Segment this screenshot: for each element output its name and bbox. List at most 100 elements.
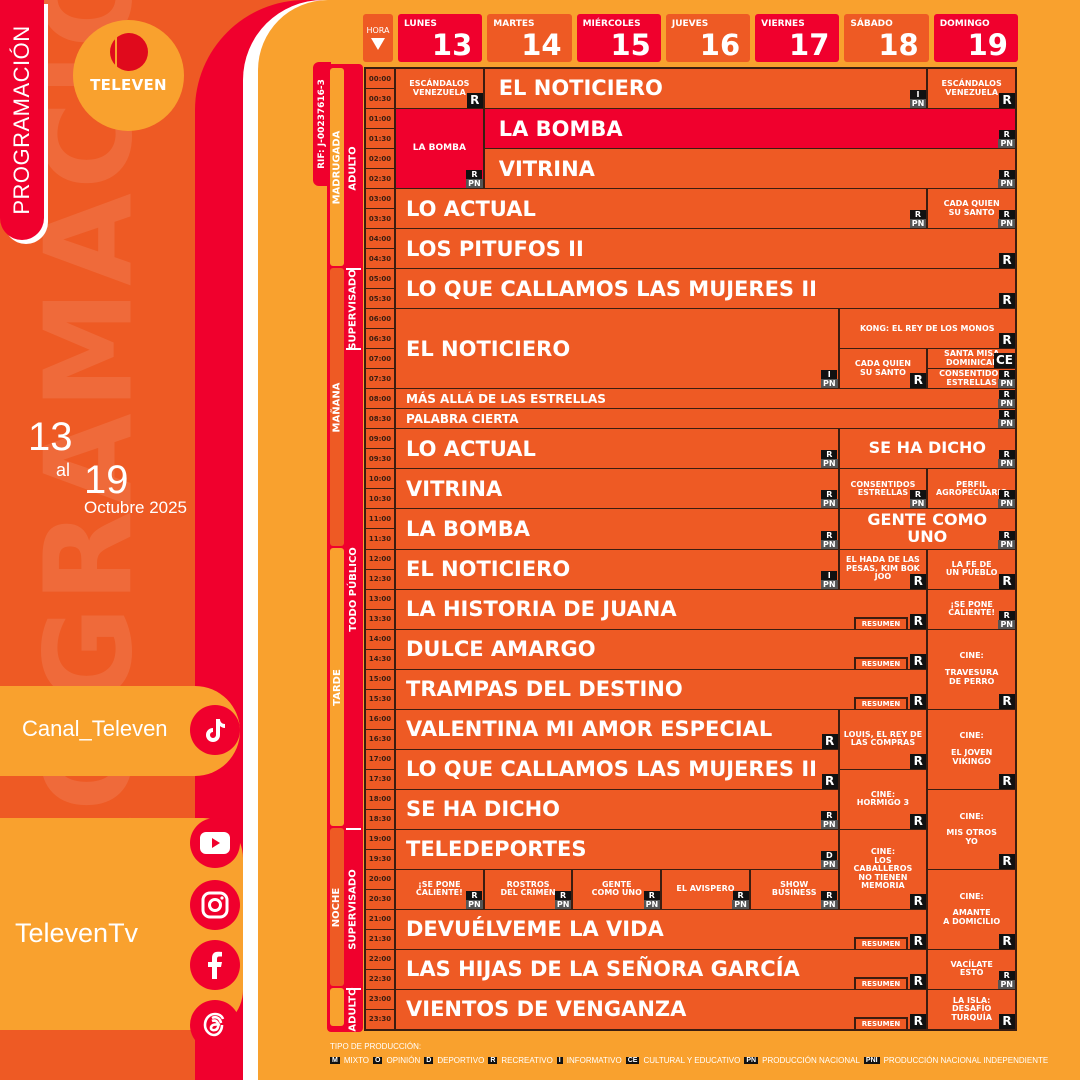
time-slot: 22:30	[366, 969, 394, 989]
program-cell[interactable]: LAS HIJAS DE LA SEÑORA GARCÍA R RESUMEN	[396, 949, 927, 989]
facebook-icon[interactable]	[190, 940, 240, 990]
program-cell[interactable]: MÁS ALLÁ DE LAS ESTRELLAS R PN	[396, 389, 1015, 409]
badge-r: R	[999, 853, 1015, 869]
youtube-icon[interactable]	[190, 818, 240, 868]
program-cell[interactable]: LOUIS, EL REY DE LAS COMPRAS R	[839, 709, 927, 769]
program-cell[interactable]: VACÍLATE ESTO R PN	[928, 949, 1015, 989]
tiktok-icon[interactable]	[190, 705, 240, 755]
badge-d: D	[821, 850, 838, 860]
program-cell[interactable]: VALENTINA MI AMOR ESPECIAL R	[396, 709, 838, 749]
program-cell[interactable]: LA BOMBA R PN	[396, 509, 838, 549]
rating-label: TODO PÚBLICO	[348, 546, 360, 632]
program-cell[interactable]: CINE: AMANTE A DOMICILIO R	[928, 869, 1015, 949]
time-slot: 12:00	[366, 549, 394, 569]
program-cell[interactable]: DEVUÉLVEME LA VIDA R RESUMEN	[396, 909, 927, 949]
program-cell[interactable]: CADA QUIEN SU SANTO R PN	[928, 189, 1015, 229]
program-title: ROSTROS DEL CRIMEN	[500, 879, 556, 898]
program-cell[interactable]: PALABRA CIERTA R PN	[396, 409, 1015, 429]
rating-badges: R PN	[732, 890, 749, 909]
badge-r: R	[910, 753, 927, 769]
program-cell[interactable]: LO QUE CALLAMOS LAS MUJERES II R	[396, 749, 838, 789]
program-cell[interactable]: EL AVISPERO R PN	[662, 869, 749, 909]
badge-pn: PN	[998, 179, 1015, 189]
program-cell[interactable]: CONSENTIDOS ESTRELLAS R PN	[839, 469, 927, 509]
program-cell[interactable]: LA HISTORIA DE JUANA R RESUMEN	[396, 589, 927, 629]
rating-band: ADULTO	[346, 68, 361, 268]
rating-badges: R	[999, 333, 1015, 349]
tiktok-handle[interactable]: Canal_Televen	[22, 716, 168, 741]
badge-r: R	[466, 93, 483, 109]
rating-badges: R	[910, 573, 927, 589]
badge-r: R	[821, 810, 838, 820]
program-cell[interactable]: ROSTROS DEL CRIMEN R PN	[484, 869, 572, 909]
badge-pn: PN	[732, 899, 749, 909]
program-cell[interactable]: CINE: MIS OTROS YO R	[928, 789, 1015, 869]
rating-badges: R PN	[466, 170, 483, 189]
day-name: JUEVES	[671, 19, 709, 29]
program-cell[interactable]: CINE: LOS CABALLEROS NO TIENEN MEMORIA R	[839, 829, 927, 909]
daypart-band	[330, 988, 344, 1026]
time-slot: 21:30	[366, 929, 394, 949]
program-cell[interactable]: LA BOMBA R PN	[484, 109, 1015, 149]
program-cell[interactable]: VITRINA R PN	[484, 149, 1015, 189]
program-cell[interactable]: SE HA DICHO R PN	[396, 789, 838, 829]
program-cell[interactable]: KONG: EL REY DE LOS MONOS R	[839, 309, 1015, 349]
day-number: 18	[878, 28, 919, 62]
instagram-icon[interactable]	[190, 880, 240, 930]
program-cell[interactable]: ESCÁNDALOS VENEZUELA R	[396, 69, 483, 109]
program-cell[interactable]: LA ISLA: DESAFÍO TURQUÍA R	[928, 989, 1015, 1029]
legend-code: R	[488, 1057, 498, 1064]
program-cell[interactable]: LO QUE CALLAMOS LAS MUJERES II R	[396, 269, 1015, 309]
program-cell[interactable]: SE HA DICHO R PN	[839, 429, 1015, 469]
badge-i: I	[821, 570, 838, 580]
badge-pn: PN	[821, 499, 838, 509]
program-cell[interactable]: CADA QUIEN SU SANTO R	[839, 349, 927, 389]
badge-pn: PN	[821, 379, 838, 389]
time-slot: 05:30	[366, 289, 394, 309]
program-cell[interactable]: ESCÁNDALOS VENEZUELA R	[928, 69, 1015, 109]
program-title: LA BOMBA	[412, 142, 466, 153]
badge-r: R	[998, 450, 1015, 460]
program-cell[interactable]: GENTE COMO UNO R PN	[573, 869, 661, 909]
badge-r: R	[910, 373, 927, 389]
program-cell[interactable]: LOS PITUFOS II R	[396, 229, 1015, 269]
time-slot: 03:30	[366, 209, 394, 229]
threads-icon[interactable]	[190, 1000, 240, 1050]
rating-badges: R PN	[643, 890, 661, 909]
program-title: LO ACTUAL	[406, 196, 536, 221]
program-cell[interactable]: CINE: EL JOVEN VIKINGO R	[928, 709, 1015, 789]
program-cell[interactable]: VITRINA R PN	[396, 469, 838, 509]
program-cell[interactable]: CINE: TRAVESURA DE PERRO R	[928, 629, 1015, 709]
badge-r: R	[910, 933, 927, 949]
rating-badges: R PN	[998, 130, 1015, 149]
day-header: VIERNES 17	[755, 14, 840, 62]
program-cell[interactable]: PERFIL AGROPECUARIO R PN	[928, 469, 1015, 509]
social-handle[interactable]: TelevenTv	[15, 918, 139, 948]
program-cell[interactable]: LO ACTUAL R PN	[396, 429, 838, 469]
program-cell[interactable]: GENTE COMO UNO R PN	[839, 509, 1015, 549]
rating-badges: R PN	[998, 170, 1015, 189]
rating-badges: R PN	[998, 490, 1015, 509]
program-cell[interactable]: EL NOTICIERO I PN	[396, 309, 838, 389]
time-slot: 08:00	[366, 389, 394, 409]
badge-r: R	[910, 893, 927, 909]
program-cell[interactable]: ¡SE PONE CALIENTE! R PN	[928, 589, 1015, 629]
program-cell[interactable]: DULCE AMARGO R RESUMEN	[396, 629, 927, 669]
program-cell[interactable]: EL HADA DE LAS PESAS, KIM BOK JOO R	[839, 549, 927, 589]
program-cell[interactable]: TELEDEPORTES D PN	[396, 829, 838, 869]
program-cell[interactable]: VIENTOS DE VENGANZA R RESUMEN	[396, 989, 927, 1029]
program-cell[interactable]: SHOW BUSINESS R PN	[750, 869, 838, 909]
program-title: LA FE DE UN PUEBLO	[945, 559, 998, 578]
program-cell[interactable]: EL NOTICIERO I PN	[484, 69, 927, 109]
program-cell[interactable]: LA BOMBA R PN	[396, 109, 483, 189]
day-name: VIERNES	[761, 19, 805, 29]
program-cell[interactable]: ¡SE PONE CALIENTE! R PN	[396, 869, 483, 909]
program-cell[interactable]: EL NOTICIERO I PN	[396, 549, 838, 589]
rating-badges: R	[821, 733, 838, 749]
program-cell[interactable]: SANTA MISA DOMINICAL CE	[928, 349, 1015, 369]
program-cell[interactable]: TRAMPAS DEL DESTINO R RESUMEN	[396, 669, 927, 709]
program-cell[interactable]: CONSENTIDOS ESTRELLAS R PN	[928, 369, 1015, 389]
program-cell[interactable]: LO ACTUAL R PN	[396, 189, 927, 229]
program-cell[interactable]: LA FE DE UN PUEBLO R	[928, 549, 1015, 589]
